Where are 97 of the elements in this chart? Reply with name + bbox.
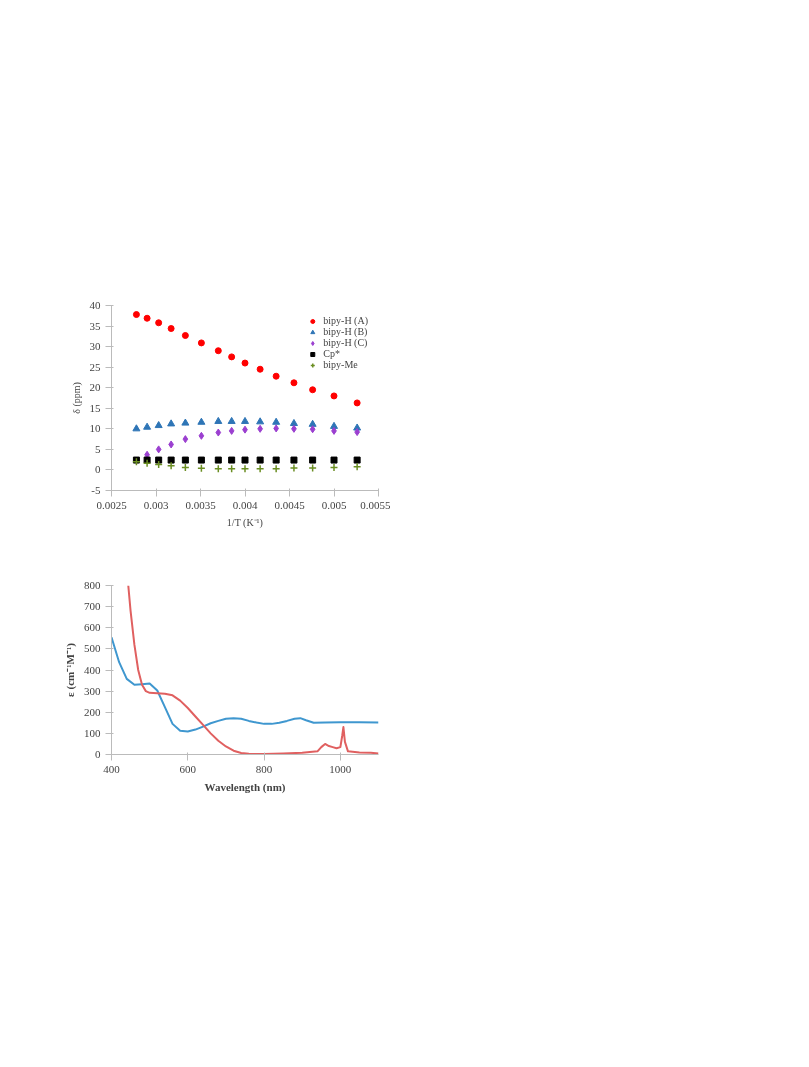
x-axis-title: Wavelength (nm)	[204, 780, 286, 794]
point	[181, 456, 189, 464]
y-tick-label: 700	[84, 600, 101, 613]
y-tick-label: 300	[84, 684, 101, 697]
point	[167, 419, 176, 427]
point	[330, 392, 338, 400]
y-tick-label: 100	[84, 726, 101, 739]
point	[330, 456, 338, 464]
point	[240, 464, 250, 473]
point	[308, 419, 317, 427]
y-tick-label: 40	[89, 299, 101, 311]
point	[197, 339, 205, 347]
point	[167, 325, 175, 333]
point	[198, 431, 205, 440]
x-tick-label: 0.0035	[185, 498, 217, 511]
y-tick-label: 500	[84, 642, 101, 655]
y-axis-title: ε (cm⁻¹M⁻¹)	[64, 642, 77, 697]
point	[309, 425, 316, 434]
point	[132, 424, 141, 432]
point	[142, 459, 152, 468]
x-tick-label: 0.0055	[360, 498, 391, 511]
point	[241, 416, 249, 424]
point	[181, 418, 190, 426]
point	[309, 386, 317, 394]
x-tick-label: 0.005	[321, 498, 347, 511]
point	[214, 416, 223, 424]
point	[182, 435, 189, 444]
point	[228, 456, 236, 464]
y-tick-label: 25	[89, 360, 101, 373]
point	[353, 399, 361, 407]
y-tick-label: 35	[89, 319, 101, 332]
point	[143, 314, 151, 322]
x-tick-label: 400	[103, 762, 121, 775]
point	[181, 332, 189, 340]
point	[154, 421, 163, 429]
point	[228, 426, 235, 435]
point	[155, 456, 163, 464]
legend-label: bipy-Me	[323, 359, 358, 370]
point	[228, 353, 236, 361]
x-tick-label: 0.004	[232, 498, 258, 511]
point	[289, 463, 299, 473]
point	[167, 456, 175, 464]
point	[255, 464, 265, 473]
point	[353, 456, 361, 464]
point	[197, 456, 205, 464]
point	[256, 417, 265, 425]
legend-label: bipy-H (A)	[323, 315, 368, 326]
y-tick-label: 10	[89, 422, 101, 435]
point	[166, 461, 176, 471]
x-tick-label: 1000	[329, 762, 352, 775]
point	[272, 372, 280, 380]
y-tick-label: 0	[95, 463, 101, 476]
point	[197, 417, 206, 425]
point	[227, 416, 236, 424]
y-tick-label: 200	[84, 705, 101, 718]
legend-label: Cp*	[323, 348, 341, 359]
point	[256, 365, 264, 373]
y-tick-label: 400	[84, 663, 101, 676]
x-tick-label: 600	[179, 762, 197, 775]
line-series	[111, 636, 379, 733]
legend-label: bipy-H (C)	[323, 337, 368, 348]
y-axis-title: δ (ppm)	[70, 382, 83, 414]
y-tick-label: -5	[91, 484, 101, 496]
point	[241, 359, 249, 367]
point	[215, 428, 222, 437]
point	[143, 422, 152, 430]
point	[241, 456, 249, 464]
y-tick-label: 30	[89, 340, 101, 353]
point	[352, 462, 362, 471]
point	[155, 319, 163, 327]
point	[271, 464, 281, 473]
y-tick-label: 15	[89, 401, 101, 414]
y-tick-label: 800	[84, 579, 101, 591]
y-tick-label: 5	[95, 442, 101, 455]
x-axis-title: 1/T (K⁻¹)	[226, 516, 263, 529]
y-tick-label: 20	[89, 381, 101, 394]
x-tick-label: 0.003	[143, 498, 169, 511]
point	[290, 456, 298, 464]
line-series	[127, 585, 379, 755]
point	[290, 379, 298, 387]
x-tick-label: 0.0045	[274, 498, 306, 511]
x-tick-label: 800	[255, 762, 273, 775]
point	[309, 456, 317, 464]
point	[272, 417, 281, 425]
point	[214, 347, 222, 355]
legend-label: bipy-H (B)	[323, 326, 368, 337]
y-tick-label: 0	[95, 748, 101, 760]
point	[155, 445, 162, 454]
point	[308, 463, 317, 473]
x-tick-label: 0.0025	[96, 498, 128, 511]
point	[214, 456, 222, 464]
point	[132, 311, 140, 319]
point	[256, 456, 264, 464]
point	[272, 456, 280, 464]
point	[329, 463, 339, 472]
y-tick-label: 600	[84, 621, 101, 634]
point	[289, 418, 298, 427]
